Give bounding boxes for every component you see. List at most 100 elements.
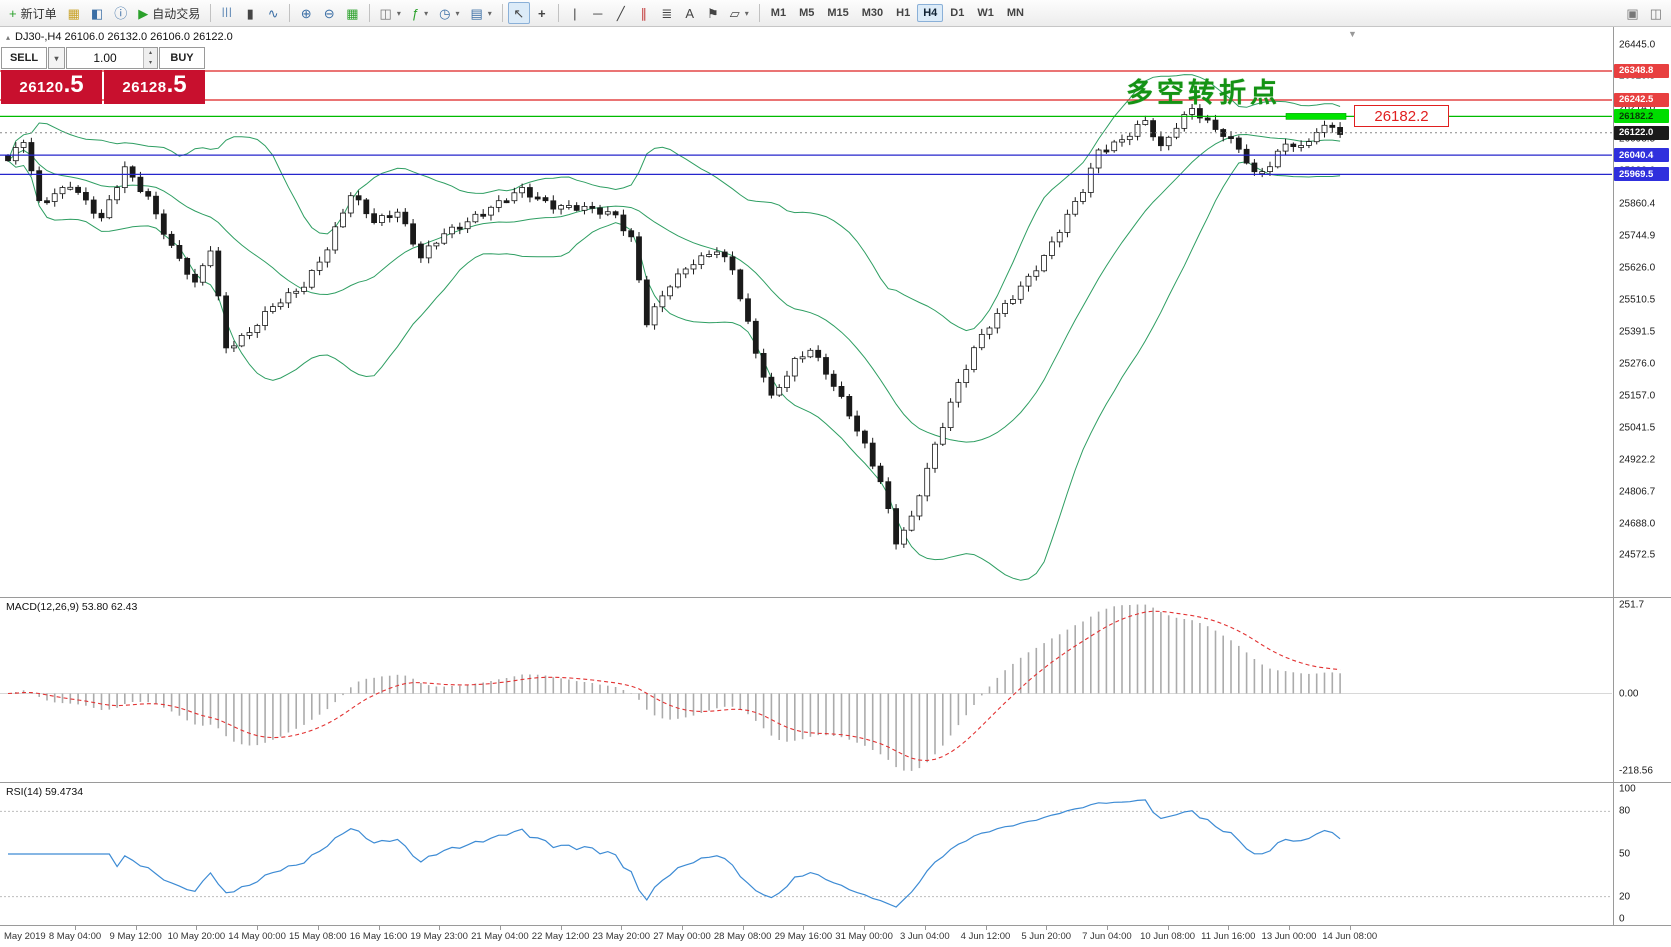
- time-label: May 2019: [4, 931, 46, 942]
- time-label: 11 Jun 16:00: [1201, 931, 1255, 942]
- horizontal-line-tool[interactable]: ─: [587, 2, 609, 24]
- price-tick: 25276.0: [1619, 358, 1655, 369]
- time-label: 19 May 23:00: [410, 931, 468, 942]
- rsi-canvas[interactable]: [0, 783, 1612, 925]
- macd-canvas[interactable]: [0, 598, 1612, 782]
- line-chart-button[interactable]: ∿: [262, 2, 284, 24]
- time-label: 27 May 00:00: [653, 931, 711, 942]
- info-icon: ⓘ: [114, 7, 127, 20]
- tile-windows-button[interactable]: ◫▾: [375, 2, 406, 24]
- charts-button[interactable]: ▦: [63, 2, 85, 24]
- main-toolbar: + 新订单 ▦ ◧ ⓘ ▶ 自动交易 ||| ▮ ∿ ⊕ ⊖ ▦ ◫▾ ƒ▾ ◷…: [0, 0, 1671, 27]
- indicators-button[interactable]: ƒ▾: [407, 2, 433, 24]
- text-tool[interactable]: A: [679, 2, 701, 24]
- time-tick: [318, 926, 319, 930]
- time-tick: [986, 926, 987, 930]
- macd-tick: 251.7: [1619, 600, 1644, 611]
- timeframe-group: M1M5M15M30H1H4D1W1MN: [765, 4, 1030, 22]
- new-order-button[interactable]: + 新订单: [4, 2, 62, 24]
- collapse-icon[interactable]: ▴: [6, 33, 10, 42]
- sell-button[interactable]: SELL: [1, 47, 47, 69]
- price-badge-key-level: 26182.2: [1614, 109, 1669, 123]
- time-tick: [925, 926, 926, 930]
- buy-price-button[interactable]: 26128 .5: [104, 70, 205, 104]
- bar-chart-button[interactable]: |||: [216, 2, 238, 24]
- candle-chart-button[interactable]: ▮: [239, 2, 261, 24]
- chart-shift-marker-icon[interactable]: ▼: [1348, 29, 1357, 39]
- buy-button[interactable]: BUY: [159, 47, 205, 69]
- time-tick: [1228, 926, 1229, 930]
- time-axis[interactable]: May 20198 May 04:009 May 12:0010 May 20:…: [0, 925, 1671, 947]
- templates-icon: ▤: [470, 7, 482, 20]
- market-watch-button[interactable]: ◧: [86, 2, 108, 24]
- crosshair-tool-button[interactable]: +: [531, 2, 553, 24]
- time-label: 31 May 00:00: [835, 931, 893, 942]
- rsi-tick: 100: [1619, 784, 1636, 795]
- grid-button[interactable]: ▦: [341, 2, 363, 24]
- volume-stepper[interactable]: ▴ ▾: [143, 48, 157, 68]
- time-label: 5 Jun 20:00: [1021, 931, 1071, 942]
- data-window-button[interactable]: ⓘ: [109, 2, 132, 24]
- volume-field[interactable]: 1.00 ▴ ▾: [66, 47, 158, 69]
- trendline-tool[interactable]: ╱: [610, 2, 632, 24]
- new-window-button[interactable]: ▣: [1621, 2, 1643, 24]
- text-icon: A: [685, 7, 694, 20]
- tf-M1[interactable]: M1: [765, 4, 792, 22]
- label-tool[interactable]: ⚑: [702, 2, 724, 24]
- tf-M5[interactable]: M5: [793, 4, 820, 22]
- periods-button[interactable]: ◷▾: [434, 2, 464, 24]
- shapes-tool[interactable]: ▱▾: [725, 2, 754, 24]
- channel-icon: ∥: [641, 7, 648, 20]
- dock-panel-button[interactable]: ◫: [1645, 2, 1667, 24]
- time-tick: [1350, 926, 1351, 930]
- tf-D1[interactable]: D1: [944, 4, 970, 22]
- rsi-axis[interactable]: 1008050200: [1613, 783, 1671, 925]
- cursor-tool-button[interactable]: ↖: [508, 2, 530, 24]
- tf-H1[interactable]: H1: [890, 4, 916, 22]
- time-tick: [1289, 926, 1290, 930]
- time-tick: [75, 926, 76, 930]
- time-label: 3 Jun 04:00: [900, 931, 950, 942]
- time-label: 10 Jun 08:00: [1140, 931, 1195, 942]
- macd-tick: 0.00: [1619, 688, 1638, 699]
- price-axis[interactable]: 26445.026329.526214.026098.525983.025860…: [1613, 27, 1671, 597]
- new-order-icon: +: [9, 7, 17, 20]
- time-tick: [500, 926, 501, 930]
- toolbar-separator: [502, 4, 503, 22]
- stepper-down-icon[interactable]: ▾: [144, 58, 157, 68]
- toolbar-separator: [210, 4, 211, 22]
- rsi-tick: 0: [1619, 914, 1625, 925]
- tf-M15[interactable]: M15: [821, 4, 854, 22]
- order-type-dropdown[interactable]: ▾: [48, 47, 65, 69]
- tf-M30[interactable]: M30: [856, 4, 889, 22]
- templates-button[interactable]: ▤▾: [465, 2, 496, 24]
- price-tick: 24806.7: [1619, 486, 1655, 497]
- tf-MN[interactable]: MN: [1001, 4, 1030, 22]
- rsi-tick: 50: [1619, 849, 1630, 860]
- vertical-line-tool[interactable]: |: [564, 2, 586, 24]
- hline-icon: ─: [593, 7, 602, 20]
- rsi-tick: 80: [1619, 806, 1630, 817]
- key-level-price-label[interactable]: 26182.2: [1354, 105, 1449, 127]
- stepper-up-icon[interactable]: ▴: [144, 48, 157, 58]
- tf-H4[interactable]: H4: [917, 4, 943, 22]
- zoom-out-button[interactable]: ⊖: [318, 2, 340, 24]
- price-tick: 24922.2: [1619, 455, 1655, 466]
- auto-trading-button[interactable]: ▶ 自动交易: [133, 2, 205, 24]
- time-label: 21 May 04:00: [471, 931, 529, 942]
- macd-axis[interactable]: 251.70.00-218.56: [1613, 598, 1671, 782]
- volume-value[interactable]: 1.00: [67, 51, 143, 65]
- time-label: 16 May 16:00: [350, 931, 408, 942]
- zoom-in-button[interactable]: ⊕: [295, 2, 317, 24]
- charts-icon: ▦: [68, 7, 80, 20]
- channel-tool[interactable]: ∥: [633, 2, 655, 24]
- zoom-in-icon: ⊕: [301, 7, 312, 20]
- sell-price-button[interactable]: 26120 .5: [1, 70, 102, 104]
- fibonacci-tool[interactable]: ≣: [656, 2, 678, 24]
- price-tick: 25391.5: [1619, 327, 1655, 338]
- turning-point-annotation[interactable]: 多空转折点: [1126, 71, 1281, 110]
- one-click-trade-panel: SELL ▾ 1.00 ▴ ▾ BUY 26120 .5 26128: [1, 47, 205, 104]
- cursor-icon: ↖: [513, 7, 524, 20]
- tf-W1[interactable]: W1: [971, 4, 1000, 22]
- time-tick: [136, 926, 137, 930]
